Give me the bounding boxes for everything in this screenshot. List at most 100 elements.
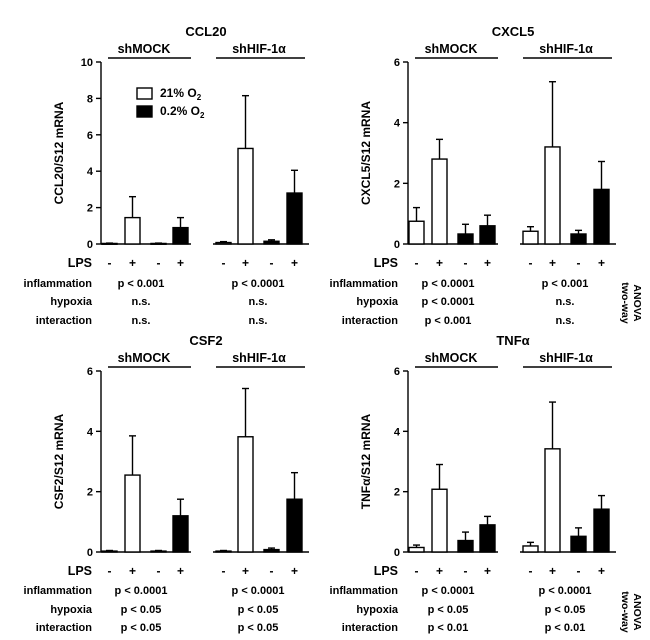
y-tick-label: 4 (394, 118, 401, 130)
lps-sign: + (484, 256, 491, 270)
row-label: LPS (374, 256, 398, 270)
row-label: interaction (36, 622, 93, 634)
lps-sign: - (108, 256, 112, 270)
row-label: inflammation (330, 278, 399, 290)
y-tick-label: 2 (87, 487, 93, 499)
stat-interaction: p < 0.01 (545, 622, 586, 634)
bar (286, 498, 303, 553)
bar (124, 216, 141, 245)
lps-sign: + (436, 564, 443, 578)
stat-hypoxia: p < 0.05 (238, 604, 279, 616)
group-label: shMOCK (118, 42, 171, 56)
row-label: hypoxia (50, 604, 92, 616)
y-tick-label: 8 (87, 93, 93, 105)
bar (215, 550, 232, 553)
bar (544, 146, 561, 245)
stat-interaction: p < 0.05 (238, 622, 279, 634)
y-tick-label: 10 (81, 57, 93, 69)
legend-swatch (136, 87, 153, 100)
y-axis-label: CXCL5/S12 mRNA (359, 101, 373, 205)
row-label: LPS (374, 564, 398, 578)
stat-interaction: p < 0.001 (425, 315, 472, 327)
bar (457, 233, 474, 245)
stat-inflammation: p < 0.0001 (422, 585, 475, 597)
y-tick-label: 0 (87, 239, 93, 251)
group-label: shMOCK (425, 42, 478, 56)
group-label: shHIF-1α (539, 42, 593, 56)
lps-sign: + (291, 256, 298, 270)
y-axis-label: CSF2/S12 mRNA (52, 413, 66, 509)
legend-label: 21% O2 (160, 86, 202, 102)
y-tick-label: 2 (394, 178, 400, 190)
bar (522, 230, 539, 245)
y-tick-label: 0 (394, 547, 400, 559)
lps-sign: - (529, 564, 533, 578)
lps-sign: + (291, 564, 298, 578)
lps-sign: - (157, 256, 161, 270)
bar (408, 546, 425, 553)
y-tick-label: 6 (87, 366, 93, 378)
lps-sign: + (484, 564, 491, 578)
stat-inflammation: p < 0.0001 (422, 278, 475, 290)
y-tick-label: 2 (394, 487, 400, 499)
lps-sign: - (415, 564, 419, 578)
lps-sign: - (415, 256, 419, 270)
lps-sign: - (108, 564, 112, 578)
stat-interaction: n.s. (132, 315, 151, 327)
row-label: LPS (68, 564, 92, 578)
bar (286, 192, 303, 245)
bar (570, 233, 587, 245)
y-tick-label: 6 (394, 57, 400, 69)
bar (101, 550, 118, 553)
lps-sign: + (177, 256, 184, 270)
stat-hypoxia: p < 0.05 (121, 604, 162, 616)
anova-label: ANOVA (631, 284, 643, 322)
lps-sign: - (157, 564, 161, 578)
lps-sign: + (242, 256, 249, 270)
bar (172, 226, 189, 245)
panel-3: TNFα shMOCK shHIF-1α 0 2 4 6 TNFα/S12 mRNA LPS in… (330, 333, 616, 634)
stat-inflammation: p < 0.0001 (115, 585, 168, 597)
row-label: LPS (68, 256, 92, 270)
y-tick-label: 0 (394, 239, 400, 251)
anova-label: ANOVA (631, 593, 643, 631)
stat-inflammation: p < 0.001 (118, 278, 165, 290)
lps-sign: + (598, 256, 605, 270)
lps-sign: - (577, 564, 581, 578)
bar (263, 240, 280, 245)
lps-sign: + (129, 256, 136, 270)
bar (544, 448, 561, 553)
stat-inflammation: p < 0.001 (542, 278, 589, 290)
stat-hypoxia: p < 0.05 (428, 604, 469, 616)
panel-title: CXCL5 (492, 24, 535, 39)
panel-title: CCL20 (185, 24, 226, 39)
lps-sign: + (549, 256, 556, 270)
bar (570, 535, 587, 553)
group-label: shMOCK (118, 351, 171, 365)
row-label: hypoxia (356, 296, 398, 308)
lps-sign: - (222, 256, 226, 270)
panel-0: CCL20 shMOCK shHIF-1α 0 2 4 6 8 10 CCL20/S12 mRNA… (24, 24, 309, 327)
y-tick-label: 4 (87, 426, 94, 438)
stat-interaction: p < 0.01 (428, 622, 469, 634)
stat-hypoxia: n.s. (249, 296, 268, 308)
bar (522, 545, 539, 553)
lps-sign: + (598, 564, 605, 578)
row-label: inflammation (24, 585, 93, 597)
stat-inflammation: p < 0.0001 (232, 278, 285, 290)
bar (237, 436, 254, 553)
row-label: interaction (342, 315, 399, 327)
y-tick-label: 6 (87, 130, 93, 142)
panel-title: CSF2 (189, 333, 222, 348)
lps-sign: - (270, 564, 274, 578)
row-label: interaction (342, 622, 399, 634)
lps-sign: - (464, 256, 468, 270)
stat-hypoxia: n.s. (556, 296, 575, 308)
panel-1: CXCL5 shMOCK shHIF-1α 0 2 4 6 CXCL5/S12 mRNA LPS… (330, 24, 616, 327)
bar (124, 474, 141, 553)
bar (593, 508, 610, 553)
stat-interaction: n.s. (249, 315, 268, 327)
lps-sign: - (270, 256, 274, 270)
lps-sign: - (222, 564, 226, 578)
lps-sign: - (464, 564, 468, 578)
